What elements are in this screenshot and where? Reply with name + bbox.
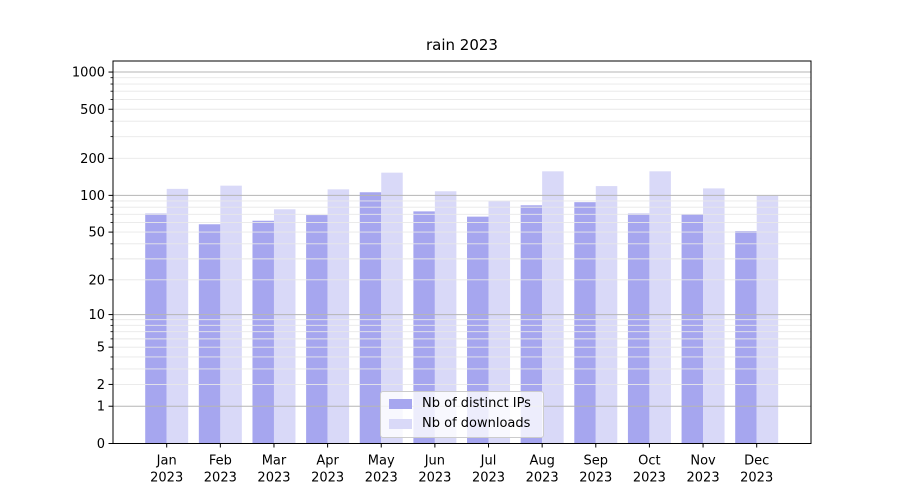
legend-swatch-downloads [389,419,412,430]
legend-label-downloads: Nb of downloads [422,415,531,431]
bar-distinct-ips-sep [574,202,596,444]
bar-distinct-ips-jul [467,216,489,444]
x-tick-label-mar: Mar 2023 [257,454,290,486]
bar-distinct-ips-aug [520,205,543,444]
y-tick-label: 10 [88,308,105,323]
bar-downloads-apr [327,189,350,444]
bar-downloads-oct [649,171,671,444]
axes-layer: 0 1 2 5 10 20 50 100 200 500 1000 Jan 2023 Feb 2023 Mar… [72,60,812,486]
y-tick-label: 20 [88,273,105,288]
x-tick-label-jun: Jun 2023 [418,454,451,486]
x-tick-label-jul: Jul 2023 [472,454,505,486]
y-tick-label: 1 [97,400,105,415]
bar-downloads-jan [166,188,189,444]
legend-swatch-distinct-ips [389,399,412,410]
y-tick-label: 500 [80,103,105,118]
x-tick-label-apr: Apr 2023 [311,454,344,486]
legend: Nb of distinct IPs Nb of downloads [380,391,544,438]
bar-distinct-ips-jun [413,211,435,444]
y-tick-label: 100 [80,189,105,204]
bar-distinct-ips-may [359,192,382,444]
bars-layer [145,171,779,444]
x-tick-label-may: May 2023 [365,454,398,486]
plot-border [112,60,812,444]
legend-label-distinct-ips: Nb of distinct IPs [422,396,531,411]
chart-title: rain 2023 [426,36,498,54]
x-tick-label-dec: Dec 2023 [740,454,773,486]
bar-distinct-ips-jan [145,213,167,444]
y-tick-label: 50 [88,226,105,241]
bar-distinct-ips-nov [681,214,704,444]
x-tick-label-aug: Aug 2023 [526,454,559,486]
bar-distinct-ips-oct [627,213,650,444]
y-tick-label: 200 [80,152,105,167]
y-tick-label: 1000 [72,66,105,81]
x-tick-label-sep: Sep 2023 [579,454,612,486]
x-tick-label-oct: Oct 2023 [633,454,666,486]
bar-downloads-may [381,172,403,444]
legend-item-downloads: Nb of downloads [389,415,535,432]
bar-downloads-mar [273,209,296,444]
y-tick-label: 2 [97,378,105,393]
x-tick-label-nov: Nov 2023 [687,454,720,486]
x-tick-label-feb: Feb 2023 [204,454,237,486]
x-tick-label-jan: Jan 2023 [150,454,183,486]
y-tick-label: 5 [97,341,105,356]
bar-downloads-jun [434,191,457,444]
bar-downloads-aug [542,171,564,444]
bar-downloads-nov [703,188,725,444]
y-tick-label: 0 [97,437,105,452]
grid-layer [113,71,811,407]
bar-distinct-ips-feb [198,224,221,444]
bar-distinct-ips-dec [735,231,757,444]
bar-downloads-jul [488,200,511,444]
legend-item-distinct-ips: Nb of distinct IPs [389,396,535,412]
bar-distinct-ips-apr [306,215,328,444]
